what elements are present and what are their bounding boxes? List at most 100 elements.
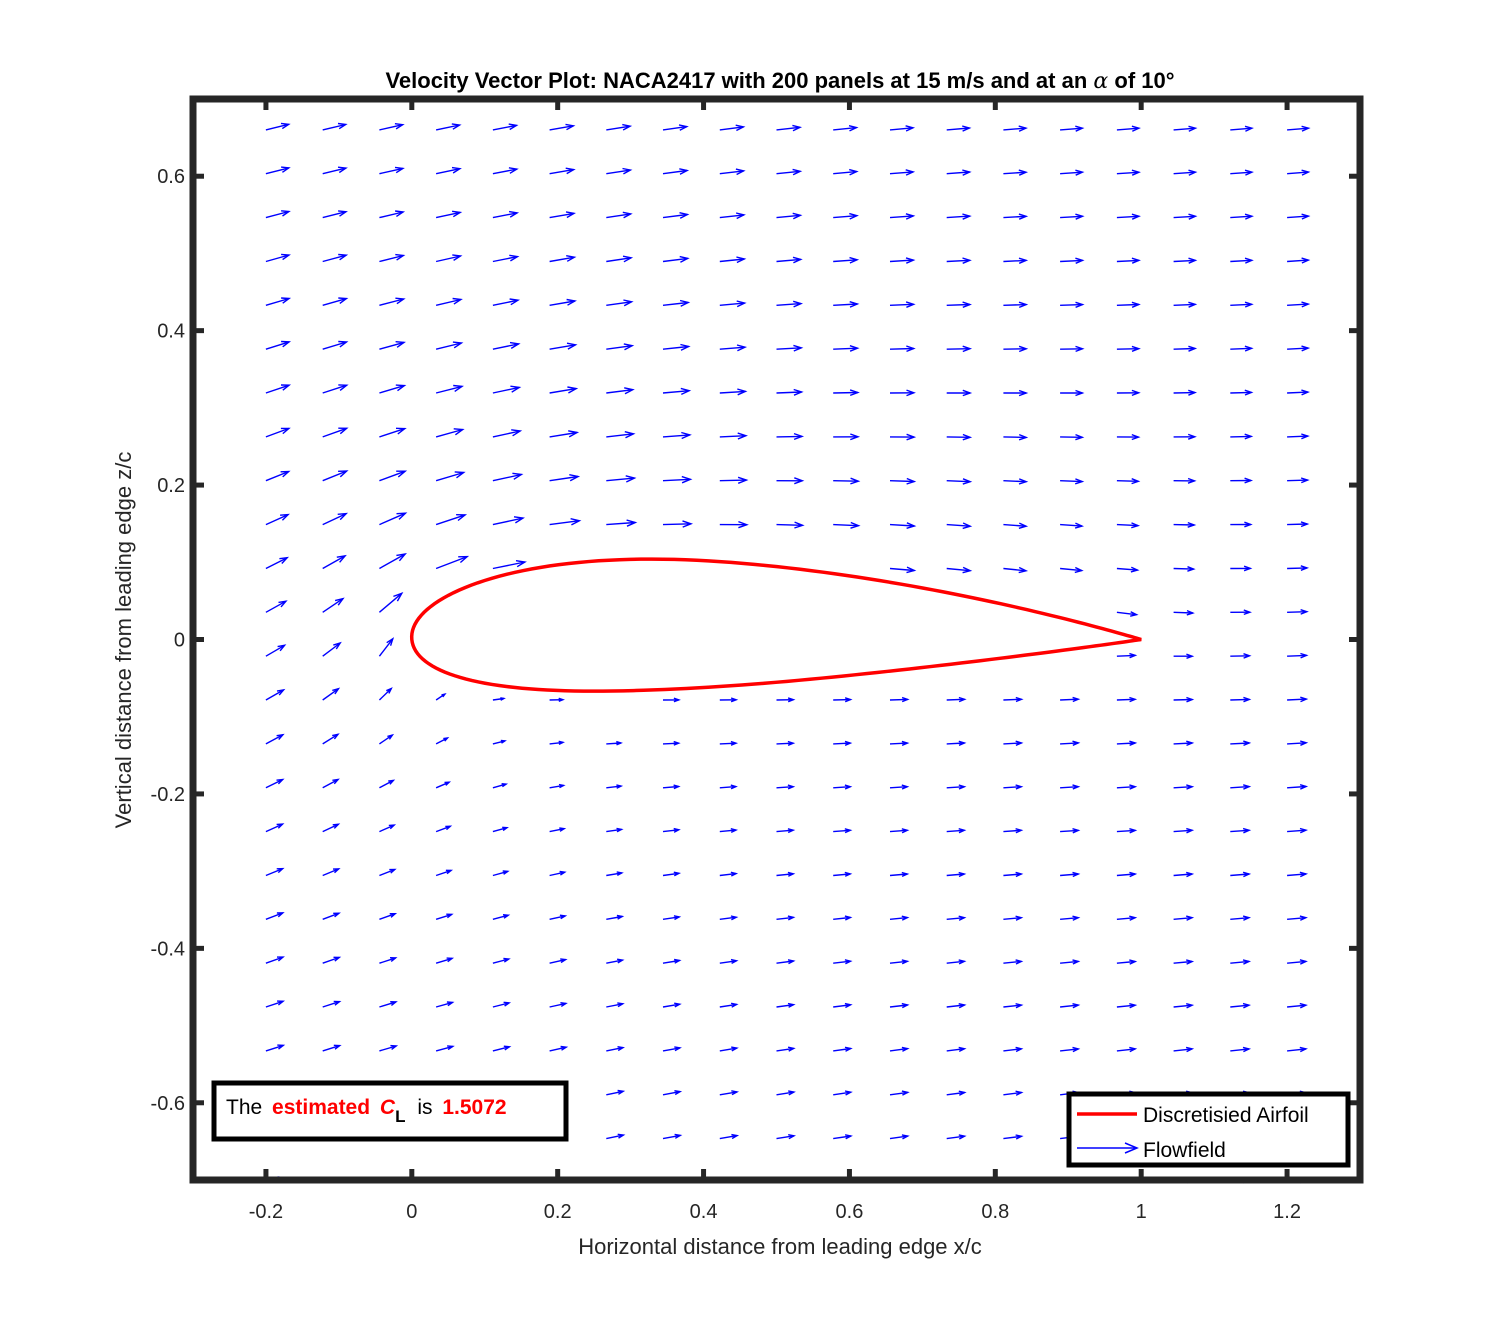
flow-vector xyxy=(833,740,853,746)
flow-vector xyxy=(889,345,916,353)
flow-vector xyxy=(1230,959,1252,965)
flow-vector xyxy=(1230,169,1254,176)
x-tick-label: 0.6 xyxy=(836,1201,864,1223)
flow-vector xyxy=(1060,478,1085,485)
flow-vector xyxy=(1060,345,1085,353)
flow-vector xyxy=(889,1046,910,1052)
flow-vector xyxy=(833,301,860,308)
flow-vector xyxy=(322,210,348,219)
flow-vector xyxy=(833,125,859,132)
flow-vector xyxy=(1003,257,1029,264)
flow-vector xyxy=(435,737,450,745)
flow-vector xyxy=(833,256,860,264)
flow-vector xyxy=(662,915,682,921)
flow-vector xyxy=(1003,301,1029,309)
flow-vector xyxy=(776,740,796,746)
flow-vector xyxy=(889,477,917,485)
flow-vector xyxy=(889,566,917,574)
flow-vector xyxy=(1173,521,1197,528)
flow-vector xyxy=(322,340,349,350)
flow-vector xyxy=(662,1090,683,1096)
flow-vector xyxy=(889,125,916,132)
flow-vector xyxy=(776,1046,796,1052)
flow-vector xyxy=(1287,125,1311,132)
flow-vector xyxy=(833,168,859,176)
flow-vector xyxy=(1230,257,1254,264)
flow-vector xyxy=(946,828,967,834)
flow-vector xyxy=(265,867,285,877)
y-tick-labels: -0.6 -0.4 -0.2 0 0.2 0.4 0.6 xyxy=(151,166,185,1115)
chart-title-prefix: Velocity Vector Plot: NACA2417 with 200 … xyxy=(385,68,1087,93)
flow-vector xyxy=(1287,915,1308,921)
flow-vector xyxy=(492,341,521,350)
flow-vector xyxy=(265,470,291,482)
flow-vector xyxy=(1003,169,1029,176)
flow-vector xyxy=(1287,477,1310,484)
flow-vector xyxy=(606,431,636,439)
flow-vector xyxy=(776,959,796,965)
flow-vector xyxy=(549,914,568,920)
flow-vector xyxy=(379,210,406,219)
flow-vector xyxy=(1003,696,1024,703)
y-tick-label: -0.2 xyxy=(151,784,185,806)
flow-vector xyxy=(1116,345,1141,352)
flow-vector xyxy=(1116,257,1141,264)
y-tick-label: -0.4 xyxy=(151,938,185,960)
flow-vector xyxy=(833,1090,853,1096)
flow-vector xyxy=(833,828,853,834)
flow-vector xyxy=(322,427,349,438)
flow-vector xyxy=(889,784,910,790)
flow-vector xyxy=(833,784,853,790)
flow-vector xyxy=(322,597,345,613)
flow-vector xyxy=(946,478,973,485)
flow-vector xyxy=(946,433,973,441)
flow-vector xyxy=(1230,653,1252,659)
flow-vector xyxy=(1287,871,1309,878)
flow-vector xyxy=(606,211,633,219)
flow-vector xyxy=(719,124,746,132)
flow-vector xyxy=(1230,345,1254,352)
flow-vector xyxy=(492,385,522,394)
flow-vector xyxy=(1230,301,1254,308)
flow-vector xyxy=(889,696,910,703)
flow-vector xyxy=(833,915,853,921)
flow-vector xyxy=(946,125,972,132)
flow-vector xyxy=(946,257,972,264)
flow-vector xyxy=(1116,828,1138,834)
flow-vector xyxy=(1287,959,1308,965)
flow-vector xyxy=(1230,565,1253,572)
flow-vector xyxy=(1060,784,1081,790)
flow-vector xyxy=(1003,1046,1024,1053)
flow-vector xyxy=(549,211,576,219)
flow-vector xyxy=(776,300,804,308)
flow-vector xyxy=(776,212,803,220)
flow-vector xyxy=(833,433,861,441)
flow-vector xyxy=(492,167,519,175)
flow-vector xyxy=(776,1002,796,1008)
flow-vector xyxy=(719,1002,739,1008)
flow-vector xyxy=(1060,740,1081,746)
flow-vector xyxy=(719,168,746,176)
flow-vector xyxy=(322,1000,342,1008)
flow-vector xyxy=(946,959,967,965)
flow-vector xyxy=(265,1000,286,1008)
flow-vector xyxy=(1287,565,1310,571)
x-tick-label: 0.2 xyxy=(544,1201,572,1223)
flow-vector xyxy=(1116,696,1138,703)
y-tick-label: -0.6 xyxy=(151,1093,185,1115)
flow-vector xyxy=(719,697,739,703)
flow-vector xyxy=(1060,301,1085,308)
flow-vector xyxy=(946,1003,967,1009)
x-tick-label: -0.2 xyxy=(249,1201,283,1223)
flow-vector xyxy=(662,255,690,263)
flow-vector xyxy=(1173,213,1198,220)
flow-vector xyxy=(889,1134,910,1140)
flow-vector xyxy=(435,297,463,306)
flow-vector xyxy=(1060,389,1085,397)
flow-vector xyxy=(946,740,967,746)
flow-vector xyxy=(1116,169,1141,176)
flow-vector xyxy=(1003,345,1029,353)
y-tick-label: 0.4 xyxy=(157,321,185,343)
flow-vector xyxy=(1060,257,1085,264)
